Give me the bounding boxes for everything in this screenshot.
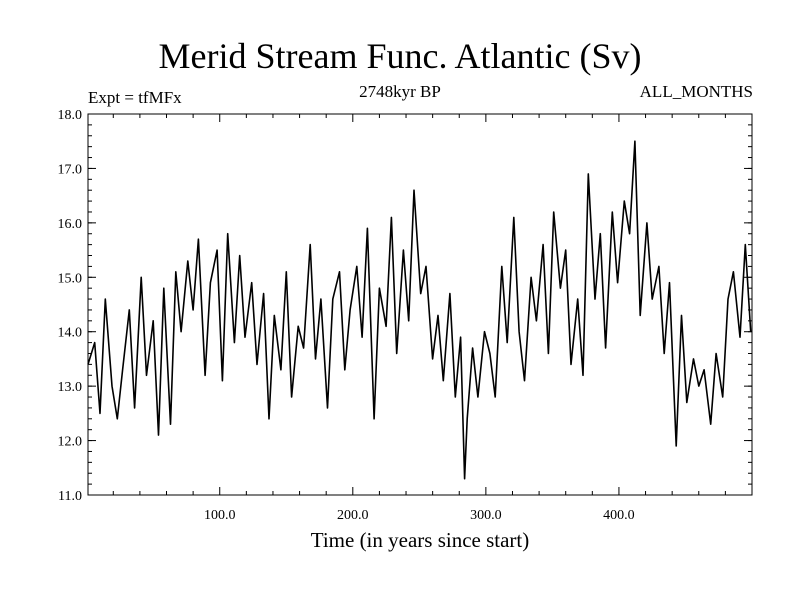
- chart-title: Merid Stream Func. Atlantic (Sv): [158, 36, 642, 76]
- y-tick-label: 13.0: [58, 380, 83, 395]
- chart-subtitle: 2748kyr BP: [359, 82, 441, 101]
- y-tick-label: 12.0: [58, 435, 83, 450]
- x-axis-label: Time (in years since start): [310, 528, 530, 552]
- experiment-label: Expt = tfMFx: [88, 88, 182, 107]
- season-label: ALL_MONTHS: [639, 82, 753, 101]
- y-tick-label: 16.0: [58, 217, 83, 232]
- x-tick-label: 100.0: [204, 508, 236, 523]
- y-tick-label: 17.0: [58, 162, 83, 177]
- x-tick-label: 200.0: [337, 508, 369, 523]
- y-tick-label: 18.0: [58, 108, 83, 123]
- x-axis: 100.0 200.0 300.0 400.0: [112, 114, 726, 523]
- x-tick-label: 400.0: [603, 508, 635, 523]
- y-tick-label: 14.0: [58, 326, 83, 341]
- series-line: [87, 140, 752, 480]
- series-layer: [87, 140, 752, 480]
- y-tick-label: 11.0: [58, 489, 82, 504]
- y-axis: 11.0 12.0 13.0 14.0 15.0 16.0 17.0 18.0: [58, 108, 752, 504]
- x-tick-label: 300.0: [470, 508, 502, 523]
- plot-frame: [87, 113, 753, 496]
- y-tick-label: 15.0: [58, 271, 83, 286]
